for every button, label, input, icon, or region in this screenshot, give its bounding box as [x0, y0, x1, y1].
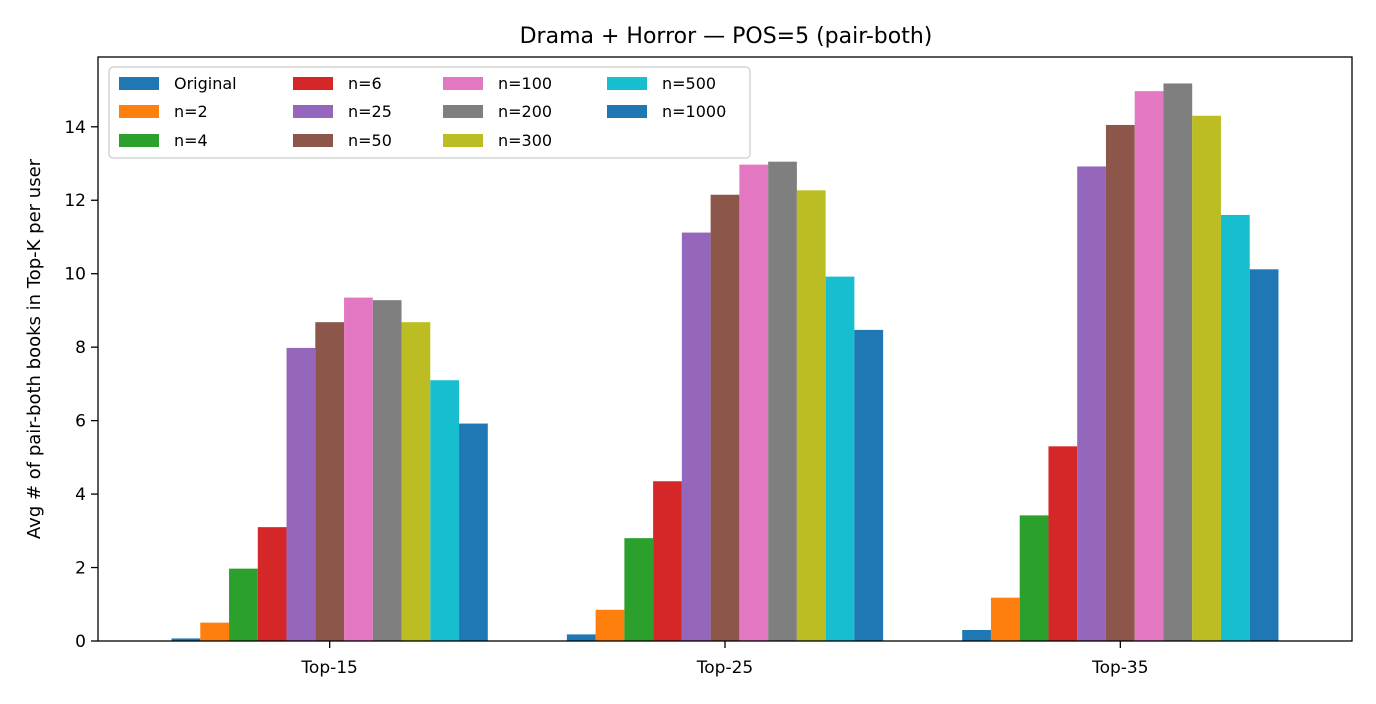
- bar-Original-Top-35: [962, 629, 991, 641]
- legend-swatch: [443, 105, 483, 118]
- legend-label: n=1000: [662, 102, 726, 121]
- bar-n4-Top-35: [1019, 515, 1049, 641]
- y-axis-label: Avg # of pair-both books in Top-K per us…: [24, 158, 45, 539]
- legend-label: n=2: [174, 102, 208, 121]
- legend-label: n=100: [498, 74, 552, 93]
- bar-n100-Top-35: [1134, 91, 1164, 641]
- legend-label: n=25: [348, 102, 392, 121]
- legend-label: n=6: [348, 74, 382, 93]
- chart-title: Drama + Horror — POS=5 (pair-both): [520, 24, 933, 49]
- bar-n2-Top-35: [990, 597, 1020, 641]
- bar-n300-Top-25: [796, 190, 826, 641]
- bar-n2-Top-25: [595, 609, 625, 641]
- bars-layer: [171, 83, 1279, 642]
- bar-n50-Top-15: [315, 322, 345, 641]
- bar-n50-Top-35: [1105, 124, 1135, 641]
- legend-swatch: [119, 134, 159, 147]
- bar-Original-Top-25: [566, 634, 596, 641]
- y-tick-label: 12: [64, 191, 86, 211]
- bar-n500-Top-15: [430, 380, 460, 641]
- legend-label: Original: [174, 74, 237, 93]
- bar-n25-Top-35: [1077, 166, 1106, 641]
- legend-swatch: [607, 77, 647, 90]
- y-tick-label: 0: [75, 632, 86, 652]
- bar-n25-Top-25: [681, 232, 711, 641]
- bar-n1000-Top-25: [854, 329, 884, 641]
- bar-n1000-Top-35: [1249, 269, 1279, 641]
- x-axis: Top-15 Top-25 Top-35: [300, 641, 1149, 678]
- x-tick-label: Top-15: [300, 658, 357, 678]
- legend-swatch: [293, 105, 333, 118]
- legend-swatch: [607, 105, 647, 118]
- legend-label: n=300: [498, 131, 552, 150]
- bar-n500-Top-35: [1220, 214, 1250, 641]
- y-tick-label: 8: [75, 338, 86, 358]
- legend-label: n=50: [348, 131, 392, 150]
- bar-n6-Top-25: [653, 481, 682, 641]
- bar-n100-Top-15: [344, 297, 373, 641]
- bar-n4-Top-15: [229, 568, 258, 641]
- bar-n300-Top-15: [401, 322, 431, 641]
- legend-swatch: [443, 134, 483, 147]
- legend-box: [108, 66, 751, 159]
- legend-label: n=500: [662, 74, 716, 93]
- bar-n2-Top-15: [200, 622, 230, 641]
- bar-n1000-Top-15: [459, 423, 488, 641]
- y-axis: 0 2 4 6 8 10 12 14: [64, 118, 98, 652]
- bar-n4-Top-25: [624, 538, 654, 641]
- bar-n25-Top-15: [286, 347, 316, 641]
- x-tick-label: Top-25: [696, 658, 753, 678]
- legend-swatch: [443, 77, 483, 90]
- bar-n500-Top-25: [825, 276, 855, 641]
- legend-swatch: [293, 77, 333, 90]
- bar-n50-Top-25: [710, 194, 740, 642]
- bar-n200-Top-25: [768, 161, 797, 641]
- plot-frame: [97, 56, 1353, 642]
- legend-swatch: [293, 134, 333, 147]
- y-tick-label: 4: [75, 485, 86, 505]
- bar-n6-Top-15: [257, 527, 287, 641]
- legend-label: n=200: [498, 102, 552, 121]
- bar-n100-Top-25: [739, 164, 769, 641]
- legend-swatch: [119, 77, 159, 90]
- bar-Original-Top-15: [171, 638, 201, 641]
- y-tick-label: 14: [64, 118, 86, 138]
- bar-n200-Top-15: [372, 300, 402, 641]
- legend: Original n=2 n=4 n=6 n=25 n=50 n=100 n=200 n=300…: [108, 66, 751, 159]
- y-tick-label: 2: [75, 559, 86, 579]
- bar-n6-Top-35: [1048, 446, 1078, 641]
- legend-label: n=4: [174, 131, 208, 150]
- x-tick-label: Top-35: [1091, 658, 1148, 678]
- y-tick-label: 6: [75, 412, 86, 432]
- y-tick-label: 10: [64, 265, 86, 285]
- bar-n200-Top-35: [1163, 83, 1193, 641]
- bar-n300-Top-35: [1192, 115, 1221, 641]
- legend-swatch: [119, 105, 159, 118]
